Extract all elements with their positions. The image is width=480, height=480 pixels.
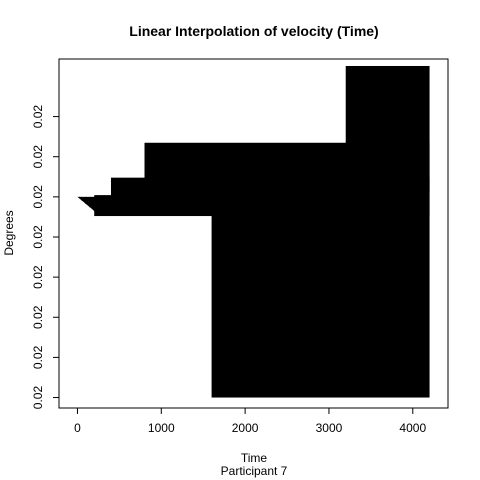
x-tick-label: 0 — [74, 421, 81, 435]
x-tick-label: 2000 — [232, 421, 259, 435]
area-block-0 — [211, 205, 430, 398]
y-tick-label: 0.02 — [31, 265, 45, 289]
y-tick-label: 0.02 — [31, 105, 45, 129]
y-tick-label: 0.02 — [31, 145, 45, 169]
chart-title: Linear Interpolation of velocity (Time) — [129, 23, 378, 39]
x-axis-label: Time — [241, 451, 268, 465]
y-tick-label: 0.02 — [31, 305, 45, 329]
y-tick-label: 0.02 — [31, 185, 45, 209]
y-tick-label: 0.02 — [31, 386, 45, 410]
x-axis: 0 1000 2000 3000 4000 — [74, 407, 426, 435]
x-tick-label: 3000 — [316, 421, 343, 435]
y-tick-label: 0.02 — [31, 345, 45, 369]
y-tick-label: 0.02 — [31, 225, 45, 249]
x-tick-label: 4000 — [399, 421, 426, 435]
participant-label: Participant 7 — [221, 464, 288, 478]
y-axis: 0.02 0.02 0.02 0.02 0.02 0.02 0.02 0.02 — [31, 105, 60, 410]
x-tick-label: 1000 — [148, 421, 175, 435]
plot-marks — [77, 65, 430, 398]
y-axis-label: Degrees — [2, 210, 16, 255]
area-block-4 — [345, 65, 430, 192]
area-edge — [77, 196, 95, 211]
